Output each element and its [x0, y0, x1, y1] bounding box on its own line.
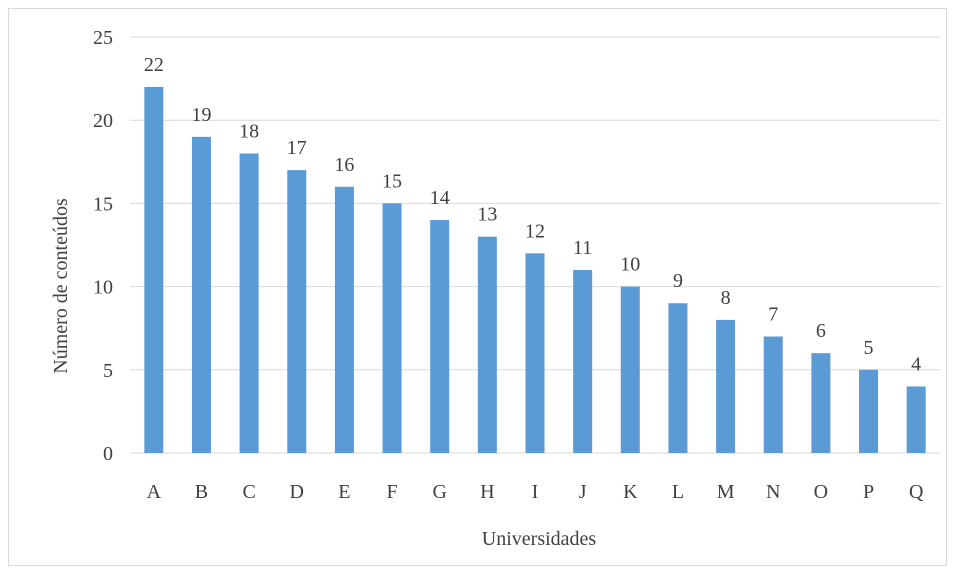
- y-axis-title: Número de conteúdos: [50, 198, 72, 374]
- x-tick-label-C: C: [242, 481, 255, 503]
- bar-O: [811, 353, 831, 453]
- data-label-Q: 4: [911, 353, 921, 375]
- bar-F: [382, 203, 402, 453]
- bar-E: [334, 186, 354, 453]
- y-tick-label: 15: [93, 193, 113, 215]
- x-tick-label-J: J: [579, 481, 587, 503]
- x-tick-label-B: B: [195, 481, 208, 503]
- x-tick-label-Q: Q: [909, 481, 924, 503]
- bar-Q: [906, 386, 926, 453]
- data-label-J: 11: [573, 237, 592, 259]
- data-label-I: 12: [525, 220, 545, 242]
- bar-C: [239, 153, 259, 454]
- x-tick-label-F: F: [386, 481, 397, 503]
- gridlines: [130, 36, 940, 454]
- x-tick-label-O: O: [814, 481, 828, 503]
- x-tick-label-D: D: [290, 481, 304, 503]
- x-tick-label-G: G: [432, 481, 446, 503]
- bar-B: [191, 136, 211, 453]
- bar-L: [668, 303, 688, 453]
- y-tick-labels: 0 5 10 15 20 25: [93, 27, 113, 465]
- data-labels: 22 19 18 17 16 15 14 13 12 11 10 9 8 7 6 5 4: [144, 54, 921, 376]
- data-label-D: 17: [287, 137, 307, 159]
- x-axis-title: Universidades: [482, 528, 597, 550]
- bar-M: [716, 319, 736, 453]
- data-label-K: 10: [620, 254, 640, 276]
- bar-J: [573, 269, 593, 453]
- data-label-O: 6: [816, 320, 826, 342]
- data-label-F: 15: [382, 170, 402, 192]
- data-label-B: 19: [191, 104, 211, 126]
- x-tick-label-H: H: [480, 481, 494, 503]
- x-tick-label-A: A: [147, 481, 162, 503]
- y-tick-label: 0: [103, 443, 113, 465]
- x-tick-label-L: L: [672, 481, 684, 503]
- bar-A: [144, 86, 164, 454]
- x-tick-labels: A B C D E F G H I J K L M N O P Q: [147, 481, 924, 503]
- x-tick-label-E: E: [338, 481, 350, 503]
- bar-I: [525, 253, 545, 453]
- data-label-C: 18: [239, 120, 259, 142]
- data-label-P: 5: [864, 337, 874, 359]
- data-label-H: 13: [477, 204, 497, 226]
- data-label-N: 7: [768, 304, 778, 326]
- x-tick-label-N: N: [766, 481, 780, 503]
- data-label-E: 16: [334, 154, 354, 176]
- x-tick-label-K: K: [623, 481, 638, 503]
- x-tick-label-M: M: [717, 481, 735, 503]
- bar-N: [763, 336, 783, 453]
- y-tick-label: 20: [93, 110, 113, 132]
- bar-P: [859, 369, 879, 453]
- y-tick-label: 10: [93, 277, 113, 299]
- y-tick-label: 5: [103, 360, 113, 382]
- bar-K: [620, 286, 640, 453]
- x-tick-label-P: P: [863, 481, 874, 503]
- data-label-G: 14: [430, 187, 450, 209]
- y-tick-label: 25: [93, 27, 113, 49]
- data-label-L: 9: [673, 270, 683, 292]
- bar-G: [430, 220, 450, 453]
- bars: [144, 86, 926, 454]
- x-tick-label-I: I: [532, 481, 539, 503]
- data-label-M: 8: [721, 287, 731, 309]
- data-label-A: 22: [144, 54, 164, 76]
- bar-H: [477, 236, 497, 453]
- bar-D: [287, 170, 307, 453]
